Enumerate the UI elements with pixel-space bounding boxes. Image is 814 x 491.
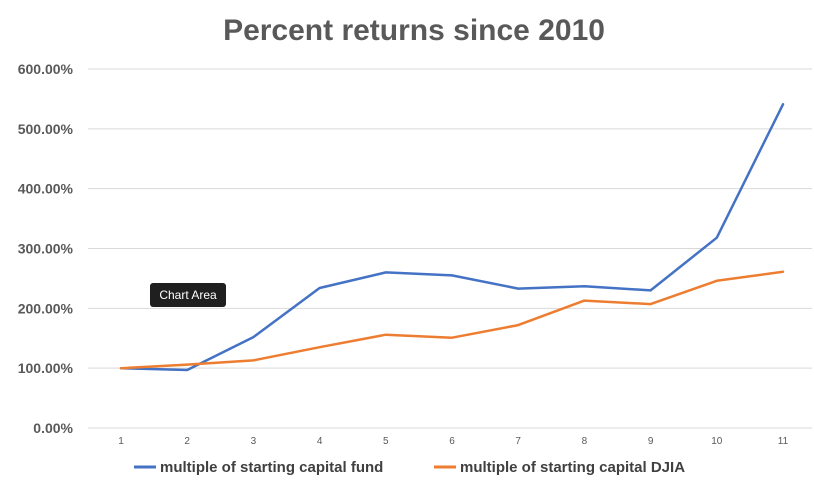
y-tick-label: 300.00% [18, 241, 74, 257]
x-tick-label: 7 [515, 436, 521, 447]
series-line-1[interactable] [119, 103, 785, 372]
chart-area-tooltip: Chart Area [150, 283, 226, 307]
series-line-2[interactable] [119, 270, 785, 370]
y-tick-label: 0.00% [33, 420, 73, 436]
x-tick-label: 8 [582, 436, 588, 447]
y-tick-label: 500.00% [18, 121, 74, 137]
y-tick-label: 200.00% [18, 300, 74, 316]
legend-label-1: multiple of starting capital fund [160, 459, 383, 476]
legend: multiple of starting capital fund multipl… [134, 459, 685, 476]
x-tick-label: 6 [449, 436, 455, 447]
x-tick-label: 9 [648, 436, 654, 447]
y-tick-label: 100.00% [18, 360, 74, 376]
legend-label-2: multiple of starting capital DJIA [460, 459, 685, 476]
chart-title: Percent returns since 2010 [223, 14, 605, 47]
gridlines [88, 68, 812, 429]
x-tick-label: 4 [317, 436, 323, 447]
x-axis-tick-labels: 1 2 3 4 5 6 7 8 9 10 11 [118, 436, 788, 447]
x-tick-label: 5 [383, 436, 389, 447]
x-tick-label: 2 [184, 436, 190, 447]
y-tick-label: 600.00% [18, 61, 74, 77]
y-tick-label: 400.00% [18, 181, 74, 197]
y-axis-tick-labels: 0.00% 100.00% 200.00% 300.00% 400.00% 500.00%… [18, 61, 74, 436]
tooltip-label: Chart Area [159, 288, 217, 302]
x-tick-label: 10 [711, 436, 723, 447]
tooltip-background [150, 283, 226, 307]
x-tick-label: 3 [251, 436, 257, 447]
x-tick-label: 1 [118, 436, 124, 447]
series-lines [119, 103, 785, 372]
x-tick-label: 11 [778, 436, 789, 447]
